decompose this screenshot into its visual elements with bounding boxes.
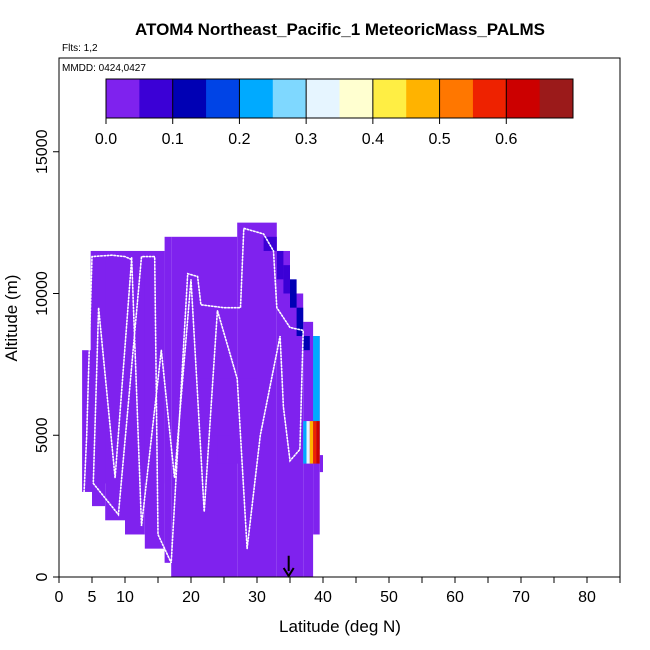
colorbar-segment [506,79,541,118]
x-tick-label: 20 [182,589,200,606]
y-tick-label: 5000 [34,417,51,453]
heatmap-cell [303,336,310,351]
latitude-arrow-marker [282,555,295,578]
colorbar-tick-label: 0.4 [362,131,384,148]
colorbar: 0.0 0.1 0.2 0.3 0.4 0.5 0.6 [95,78,574,148]
colorbar-segment [339,79,374,118]
colorbar-segment [539,79,574,118]
colorbar-segment [472,79,507,118]
colorbar-segment [372,79,407,118]
x-axis-label: Latitude (deg N) [279,617,401,636]
heatmap-cell [303,421,307,464]
heatmap-cell [263,236,277,251]
heatmap-cell [309,421,314,464]
colorbar-segment [406,79,441,118]
colorbar-segment [172,79,207,118]
heatmap-cell [144,250,165,549]
y-tick-label: 10000 [34,271,51,316]
heatmap-cell [296,307,304,337]
y-tick-label: 0 [34,572,51,581]
colorbar-segment [206,79,240,118]
y-axis: 0 5000 10000 15000 [34,129,59,581]
y-tick-label: 15000 [34,129,51,174]
heatmap-cell [276,250,290,577]
colorbar-segment [272,79,307,118]
colorbar-segment [139,79,174,118]
x-tick-label: 70 [512,589,530,606]
heatmap-cell [313,421,317,464]
x-tick-label: 40 [314,589,332,606]
x-tick-label: 10 [116,589,134,606]
colorbar-segment [239,79,274,118]
flight-track [83,227,305,564]
flights-label: Flts: 1,2 [62,43,98,54]
dates-label: MMDD: 0424,0427 [62,63,146,74]
arrow-head [282,567,295,578]
y-axis-label: Altitude (m) [2,275,21,362]
colorbar-segment [306,79,340,118]
flight-track-line [83,227,305,564]
heatmap-cell [290,279,297,308]
colorbar-tick-label: 0.6 [495,131,517,148]
colorbar-tick-label: 0.2 [228,131,250,148]
x-tick-label: 5 [88,589,97,606]
heatmap-cell [313,336,320,450]
colorbar-tick-label: 0.0 [95,131,117,148]
heatmap-cell [276,250,284,280]
chart-title: ATOM4 Northeast_Pacific_1 MeteoricMass_P… [135,20,545,39]
x-tick-label: 50 [380,589,398,606]
colorbar-tick-label: 0.1 [162,131,184,148]
colorbar-tick-label: 0.5 [428,131,450,148]
x-tick-label: 60 [446,589,464,606]
heatmap-cell [316,421,320,464]
x-axis: 0 5 10 20 30 40 50 60 70 80 [55,577,621,606]
heatmap-cell [197,378,257,436]
colorbar-segment [439,79,474,118]
plot-frame [58,57,621,578]
heatmap-cell [290,293,304,577]
heatmap-cell [164,236,172,563]
x-tick-label: 30 [248,589,266,606]
heatmap-cell [306,421,310,464]
x-tick-label: 0 [55,589,64,606]
heatmap-cell [283,265,290,294]
heatmap-cell [217,435,251,464]
heatmap-cell [105,250,125,521]
colorbar-tick-label: 0.3 [295,131,317,148]
heatmap-cell [125,250,145,535]
colorbar-segment [106,79,140,118]
heatmap-cell [319,455,323,473]
x-tick-label: 80 [578,589,596,606]
